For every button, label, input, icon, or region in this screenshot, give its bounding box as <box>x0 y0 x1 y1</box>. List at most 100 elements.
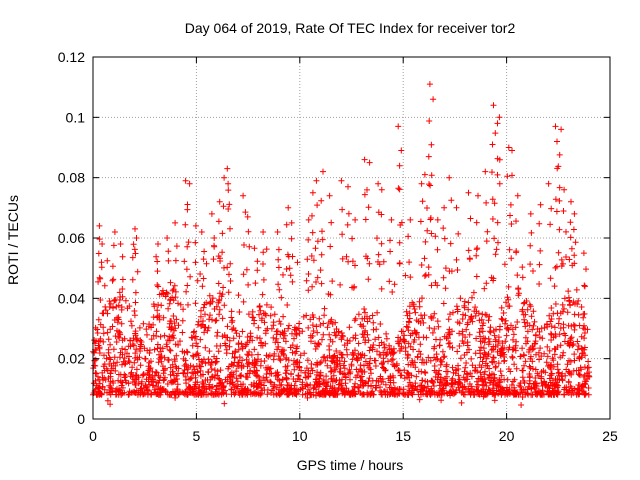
roti-point <box>275 353 282 360</box>
roti-point <box>236 333 243 340</box>
roti-point <box>450 309 456 316</box>
roti-point <box>415 368 422 375</box>
roti-point <box>506 344 513 351</box>
roti-point <box>513 365 520 372</box>
roti-point <box>435 370 442 377</box>
roti-point <box>513 338 520 345</box>
roti-point <box>414 354 421 361</box>
roti-point <box>216 290 223 297</box>
roti-point <box>441 333 448 340</box>
roti-point <box>307 370 314 377</box>
roti-point <box>237 381 244 388</box>
roti-spike-point <box>319 228 325 235</box>
roti-point <box>229 317 236 324</box>
roti-spike-point <box>200 256 207 263</box>
roti-point <box>197 336 204 343</box>
roti-point <box>548 366 554 372</box>
roti-point <box>374 309 381 316</box>
roti-point <box>217 367 224 374</box>
roti-point <box>227 278 234 284</box>
roti-point <box>452 370 459 377</box>
roti-spike-point <box>560 260 566 267</box>
roti-point <box>104 397 111 404</box>
roti-point <box>569 387 576 394</box>
roti-point <box>333 332 340 339</box>
roti-point <box>280 335 287 342</box>
roti-point <box>554 366 561 373</box>
roti-spike-point <box>201 248 208 255</box>
roti-point <box>326 346 333 353</box>
roti-point <box>473 383 480 390</box>
roti-point <box>220 390 227 397</box>
roti-point <box>217 380 224 387</box>
roti-point <box>390 345 397 352</box>
roti-point <box>479 338 486 345</box>
roti-spike-point <box>490 102 497 109</box>
roti-spike-point <box>430 96 437 103</box>
roti-spike-point <box>567 219 574 226</box>
roti-point <box>273 331 280 338</box>
roti-spike-point <box>192 300 199 307</box>
roti-point <box>355 340 362 347</box>
roti-point <box>161 367 168 373</box>
roti-point <box>568 371 575 378</box>
roti-point <box>478 373 485 380</box>
roti-spike-point <box>552 196 559 203</box>
roti-point <box>156 316 163 323</box>
roti-point <box>113 339 120 345</box>
roti-point <box>580 314 587 321</box>
roti-point <box>550 334 557 341</box>
roti-point <box>141 345 148 352</box>
roti-point <box>495 360 502 367</box>
roti-point <box>321 312 328 319</box>
roti-spike-point <box>318 197 325 204</box>
roti-point <box>397 372 404 379</box>
roti-point <box>122 377 129 384</box>
roti-point <box>136 324 143 331</box>
roti-spike-point <box>289 253 296 260</box>
roti-point <box>101 386 108 393</box>
roti-point <box>321 379 328 386</box>
roti-point <box>254 258 261 265</box>
roti-point <box>345 370 352 376</box>
roti-point <box>94 384 101 391</box>
roti-point <box>479 358 486 365</box>
roti-spike-point <box>96 274 103 281</box>
roti-point <box>244 360 251 367</box>
roti-spike-point <box>496 180 503 187</box>
roti-point <box>470 391 477 398</box>
roti-point <box>167 347 174 354</box>
roti-spike-point <box>289 278 296 285</box>
roti-spike-point <box>491 200 498 207</box>
roti-point <box>479 382 486 389</box>
roti-point <box>575 311 582 318</box>
roti-point <box>575 297 582 304</box>
roti-point <box>90 380 97 387</box>
roti-spike-point <box>240 271 247 278</box>
roti-spike-point <box>240 298 247 305</box>
roti-point <box>387 350 394 357</box>
roti-point <box>463 326 470 333</box>
roti-point <box>209 373 216 380</box>
roti-point <box>245 311 252 318</box>
roti-point <box>406 315 413 322</box>
roti-spike-point <box>361 156 368 163</box>
roti-point <box>519 389 526 396</box>
roti-point <box>455 380 462 387</box>
roti-spike-point <box>224 264 231 271</box>
roti-point <box>461 391 468 398</box>
roti-point <box>144 331 150 338</box>
roti-point <box>390 379 397 386</box>
roti-point <box>267 378 274 385</box>
roti-spike-point <box>509 147 515 154</box>
roti-point <box>579 350 586 357</box>
roti-point <box>404 324 411 331</box>
roti-point <box>96 344 103 351</box>
roti-point <box>280 271 286 278</box>
roti-spike-point <box>556 151 563 158</box>
roti-point <box>317 322 324 328</box>
roti-point <box>539 335 546 342</box>
roti-point <box>505 326 512 333</box>
roti-point <box>217 342 224 349</box>
roti-spike-point <box>571 252 578 259</box>
